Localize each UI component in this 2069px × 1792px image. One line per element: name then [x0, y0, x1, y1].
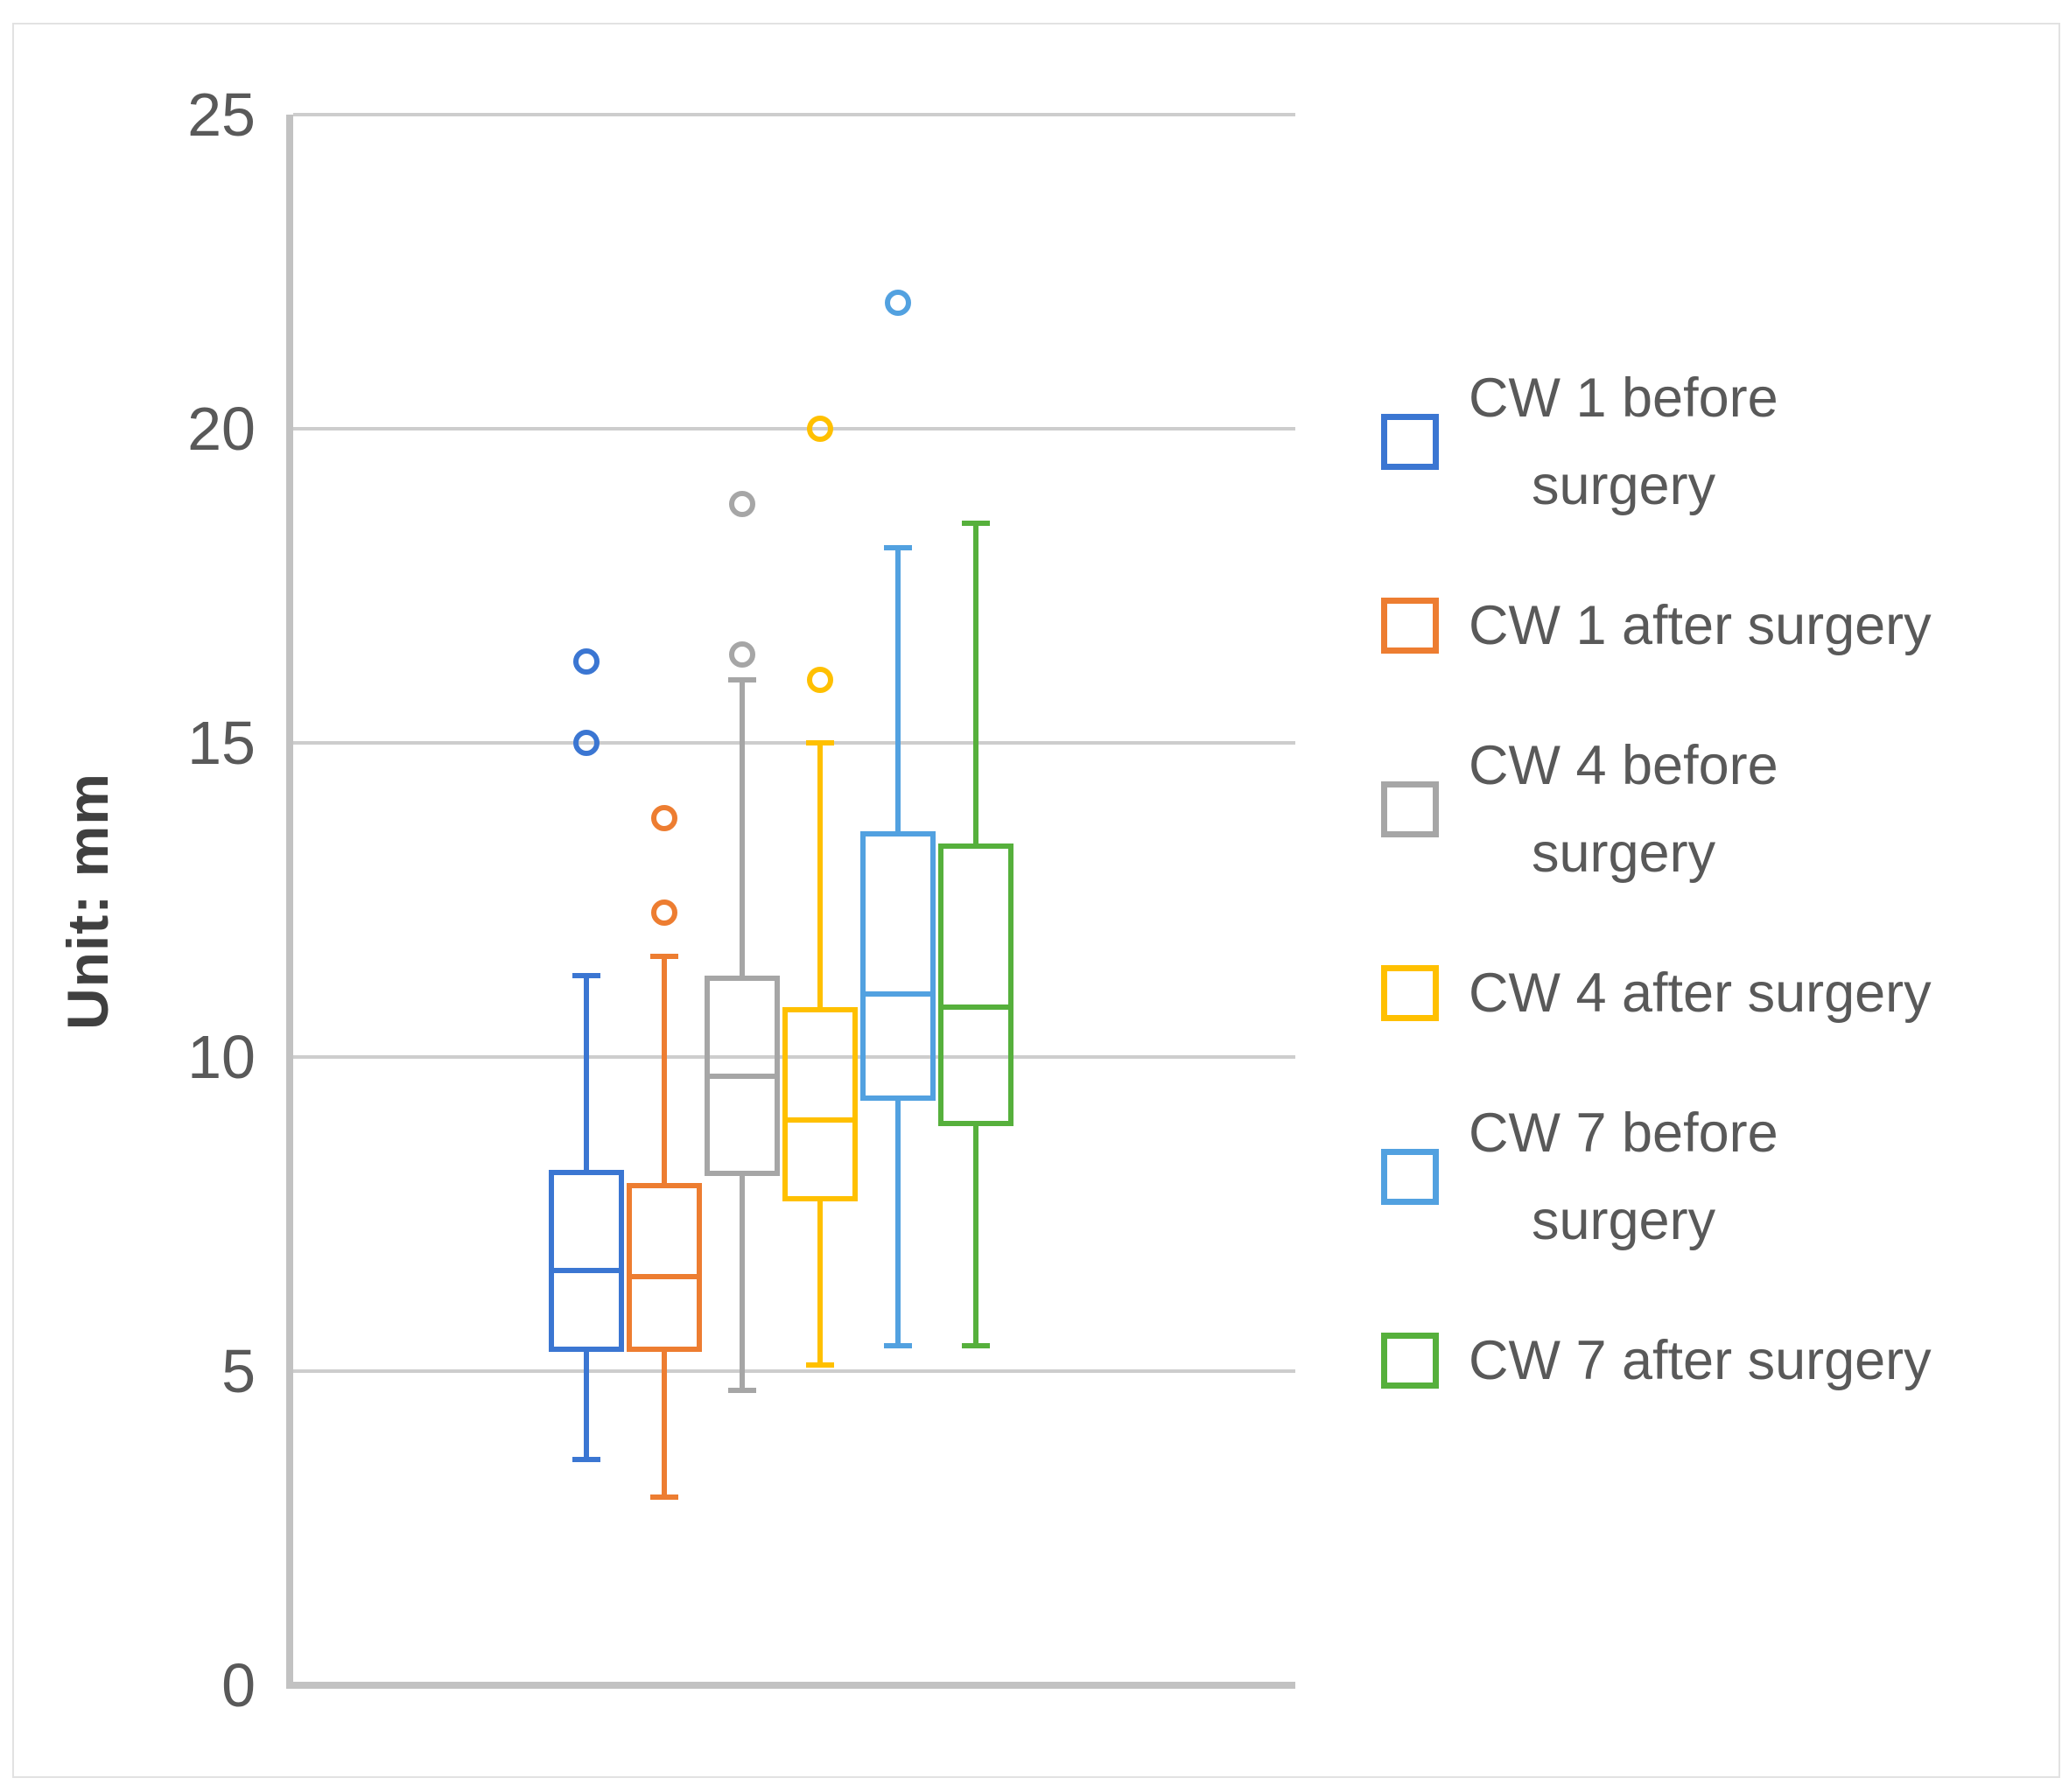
- legend-label: CW 1 before surgery: [1469, 354, 1778, 529]
- legend-swatch-icon: [1381, 781, 1439, 837]
- upper-whisker: [895, 548, 901, 831]
- lower-whisker: [973, 1125, 978, 1347]
- gridline-5: [293, 1369, 1295, 1373]
- legend-label-line: surgery: [1532, 455, 1716, 516]
- iqr-box: [627, 1182, 702, 1353]
- outlier-point: [885, 290, 911, 317]
- outlier-point: [807, 667, 833, 694]
- upper-whisker-cap: [806, 740, 834, 746]
- y-tick-label-20: 20: [187, 395, 256, 463]
- legend-label-line: CW 4 before: [1469, 735, 1778, 796]
- median-line: [938, 1004, 1013, 1010]
- legend-item-cw-4-after-surgery: CW 4 after surgery: [1381, 901, 2046, 1085]
- legend-label-line: CW 4 after surgery: [1469, 962, 1932, 1024]
- lower-whisker: [740, 1176, 745, 1390]
- legend-label: CW 4 after surgery: [1469, 949, 1932, 1037]
- legend-label-line: surgery: [1532, 1190, 1716, 1251]
- lower-whisker-cap: [962, 1343, 990, 1349]
- y-tick-label-5: 5: [221, 1337, 256, 1405]
- upper-whisker: [740, 680, 745, 976]
- legend-label-line: CW 1 before: [1469, 368, 1778, 429]
- legend-label: CW 7 before surgery: [1469, 1089, 1778, 1264]
- outlier-point: [573, 730, 600, 756]
- upper-whisker: [973, 522, 978, 844]
- legend-item-cw-7-after-surgery: CW 7 after surgery: [1381, 1269, 2046, 1452]
- outlier-point: [729, 641, 755, 668]
- gridline-10: [293, 1055, 1295, 1059]
- legend-item-cw-4-before-surgery: CW 4 before surgery: [1381, 718, 2046, 901]
- lower-whisker: [895, 1101, 901, 1347]
- lower-whisker-cap: [572, 1456, 600, 1462]
- legend-label-line: CW 7 before: [1469, 1102, 1778, 1164]
- legend-label-line: surgery: [1532, 822, 1716, 884]
- legend-swatch-icon: [1381, 1333, 1439, 1389]
- gridline-15: [293, 741, 1295, 745]
- y-tick-label-25: 25: [187, 80, 256, 149]
- iqr-box: [549, 1170, 624, 1353]
- lower-whisker: [817, 1201, 823, 1365]
- legend-label: CW 1 after surgery: [1469, 582, 1932, 669]
- outlier-point: [651, 899, 677, 926]
- median-line: [627, 1274, 702, 1280]
- y-tick-label-10: 10: [187, 1023, 256, 1091]
- legend-label-line: CW 1 after surgery: [1469, 595, 1932, 656]
- legend-label-line: CW 7 after surgery: [1469, 1330, 1932, 1391]
- gridline-20: [293, 427, 1295, 430]
- y-tick-label-15: 15: [187, 709, 256, 777]
- outlier-point: [807, 416, 833, 442]
- iqr-box: [938, 843, 1013, 1126]
- outlier-point: [729, 491, 755, 518]
- lower-whisker-cap: [806, 1362, 834, 1368]
- legend-item-cw-1-after-surgery: CW 1 after surgery: [1381, 534, 2046, 718]
- legend-swatch-icon: [1381, 965, 1439, 1021]
- legend-swatch-icon: [1381, 598, 1439, 654]
- y-axis-line: [286, 115, 293, 1689]
- lower-whisker: [662, 1352, 667, 1497]
- median-line: [549, 1268, 624, 1274]
- lower-whisker-cap: [650, 1494, 678, 1500]
- legend-swatch-icon: [1381, 1149, 1439, 1205]
- lower-whisker: [584, 1352, 589, 1460]
- outlier-point: [651, 805, 677, 832]
- gridline-25: [293, 113, 1295, 116]
- upper-whisker-cap: [962, 520, 990, 526]
- legend-label: CW 4 before surgery: [1469, 722, 1778, 897]
- legend-item-cw-7-before-surgery: CW 7 before surgery: [1381, 1085, 2046, 1269]
- upper-whisker: [817, 743, 823, 1007]
- iqr-box: [782, 1006, 858, 1202]
- upper-whisker-cap: [650, 954, 678, 960]
- median-line: [782, 1116, 858, 1123]
- y-tick-label-0: 0: [221, 1651, 256, 1719]
- median-line: [860, 991, 936, 998]
- upper-whisker-cap: [572, 972, 600, 978]
- legend-item-cw-1-before-surgery: CW 1 before surgery: [1381, 350, 2046, 534]
- upper-whisker: [584, 975, 589, 1171]
- upper-whisker: [662, 956, 667, 1183]
- legend-swatch-icon: [1381, 414, 1439, 470]
- lower-whisker-cap: [884, 1343, 912, 1349]
- outlier-point: [573, 648, 600, 675]
- upper-whisker-cap: [884, 545, 912, 551]
- lower-whisker-cap: [728, 1387, 756, 1393]
- median-line: [705, 1073, 780, 1079]
- iqr-box: [860, 830, 936, 1102]
- legend-label: CW 7 after surgery: [1469, 1317, 1932, 1404]
- upper-whisker-cap: [728, 677, 756, 683]
- x-axis-line: [286, 1682, 1295, 1689]
